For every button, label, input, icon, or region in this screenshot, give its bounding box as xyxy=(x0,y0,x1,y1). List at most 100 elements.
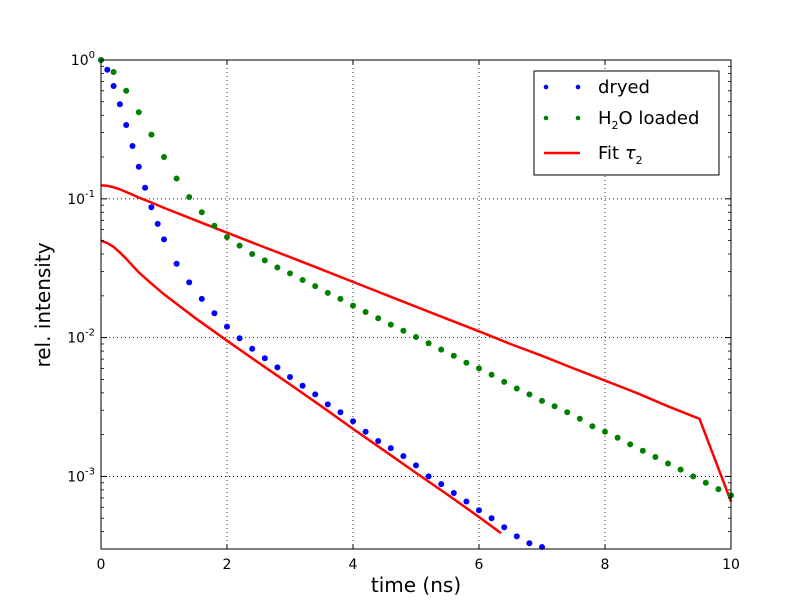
data-point-1 xyxy=(299,277,306,283)
data-point-1 xyxy=(261,257,268,264)
data-point-1 xyxy=(450,352,457,359)
data-point-1 xyxy=(425,340,432,347)
data-point-0 xyxy=(110,83,117,89)
data-point-1 xyxy=(198,209,205,216)
data-point-1 xyxy=(438,346,445,353)
fit-line-3 xyxy=(100,184,733,502)
data-point-0 xyxy=(425,473,432,480)
data-point-1 xyxy=(715,486,722,493)
data-point-0 xyxy=(123,122,130,128)
legend-label-h2o-main: H xyxy=(598,108,612,129)
x-tick-label: 8 xyxy=(601,557,610,573)
plot-frame xyxy=(100,59,732,550)
data-point-0 xyxy=(104,66,111,73)
data-point-0 xyxy=(224,323,230,330)
y-tick-exponent: -3 xyxy=(85,466,95,477)
data-point-1 xyxy=(123,87,130,94)
data-point-0 xyxy=(526,540,533,547)
data-point-1 xyxy=(501,378,508,385)
y-tick-mantissa: 10 xyxy=(67,192,85,208)
data-point-1 xyxy=(413,334,419,340)
data-point-0 xyxy=(135,163,142,170)
legend-label-fit-symbol: τ xyxy=(625,143,636,164)
data-point-1 xyxy=(236,242,243,249)
data-point-1 xyxy=(589,423,596,430)
data-point-1 xyxy=(539,397,545,404)
y-tick-label: 100 xyxy=(71,50,95,69)
data-point-1 xyxy=(186,194,193,200)
data-point-1 xyxy=(161,154,167,160)
x-tick-label: 2 xyxy=(223,557,232,573)
data-point-1 xyxy=(463,359,470,366)
data-point-0 xyxy=(476,507,482,514)
ticks xyxy=(100,59,732,550)
legend-marker-h2o-2 xyxy=(575,115,581,121)
y-tick-label: 10-1 xyxy=(67,189,95,208)
data-point-0 xyxy=(148,204,155,211)
data-point-1 xyxy=(690,473,697,480)
fit-line-2 xyxy=(100,239,502,535)
data-point-1 xyxy=(249,251,256,257)
data-point-1 xyxy=(665,460,671,467)
y-tick-label: 10-3 xyxy=(67,466,95,485)
data-point-0 xyxy=(362,428,369,435)
data-points xyxy=(98,57,734,550)
data-point-1 xyxy=(362,309,369,315)
y-tick-exponent: -2 xyxy=(85,328,95,339)
data-point-0 xyxy=(312,391,319,398)
data-point-1 xyxy=(576,415,583,422)
data-point-0 xyxy=(387,445,394,452)
data-point-1 xyxy=(551,403,558,410)
data-point-0 xyxy=(450,490,457,496)
data-point-1 xyxy=(110,69,117,75)
data-point-0 xyxy=(154,220,161,227)
data-point-1 xyxy=(324,289,331,296)
legend-box xyxy=(533,70,720,176)
data-point-0 xyxy=(488,515,495,522)
x-axis-label: time (ns) xyxy=(371,573,461,597)
data-point-1 xyxy=(224,234,230,241)
y-tick-exponent: 0 xyxy=(89,50,95,61)
data-point-1 xyxy=(274,264,281,271)
data-point-0 xyxy=(501,524,508,531)
data-point-0 xyxy=(375,438,382,444)
data-point-0 xyxy=(513,533,520,540)
data-point-1 xyxy=(702,479,709,486)
data-point-0 xyxy=(274,364,281,371)
data-point-0 xyxy=(261,355,268,362)
data-point-1 xyxy=(677,466,684,473)
data-point-0 xyxy=(324,401,331,408)
data-point-0 xyxy=(249,345,256,352)
data-point-1 xyxy=(148,131,155,138)
legend-label-dryed: dryed xyxy=(598,77,650,98)
data-point-1 xyxy=(652,454,659,460)
data-point-0 xyxy=(438,481,445,488)
data-point-1 xyxy=(350,302,356,309)
data-point-1 xyxy=(526,391,533,398)
y-tick-mantissa: 10 xyxy=(67,331,85,347)
data-point-0 xyxy=(400,453,407,460)
legend-marker-dryed xyxy=(543,84,549,90)
data-point-1 xyxy=(312,283,319,290)
data-point-0 xyxy=(173,260,180,267)
data-point-0 xyxy=(299,382,306,389)
data-point-1 xyxy=(627,441,634,448)
data-point-0 xyxy=(211,310,218,317)
legend-label-h2o-sub: 2 xyxy=(612,119,619,132)
data-point-1 xyxy=(488,371,495,378)
data-point-1 xyxy=(287,270,293,277)
data-point-1 xyxy=(375,315,382,322)
x-tick-label: 4 xyxy=(349,557,358,573)
data-point-0 xyxy=(129,143,136,149)
data-point-0 xyxy=(116,101,123,108)
legend-marker-h2o xyxy=(543,115,549,121)
legend-marker-dryed-2 xyxy=(575,84,581,90)
data-point-1 xyxy=(135,109,142,116)
data-point-0 xyxy=(350,418,356,425)
data-point-0 xyxy=(161,236,167,243)
data-point-0 xyxy=(463,498,470,505)
data-point-1 xyxy=(564,409,571,416)
legend-label-fit-main: Fit xyxy=(598,143,625,164)
x-tick-label: 10 xyxy=(722,557,740,573)
